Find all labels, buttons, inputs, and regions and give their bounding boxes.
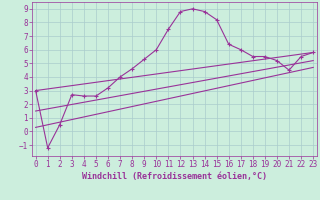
X-axis label: Windchill (Refroidissement éolien,°C): Windchill (Refroidissement éolien,°C) <box>82 172 267 181</box>
